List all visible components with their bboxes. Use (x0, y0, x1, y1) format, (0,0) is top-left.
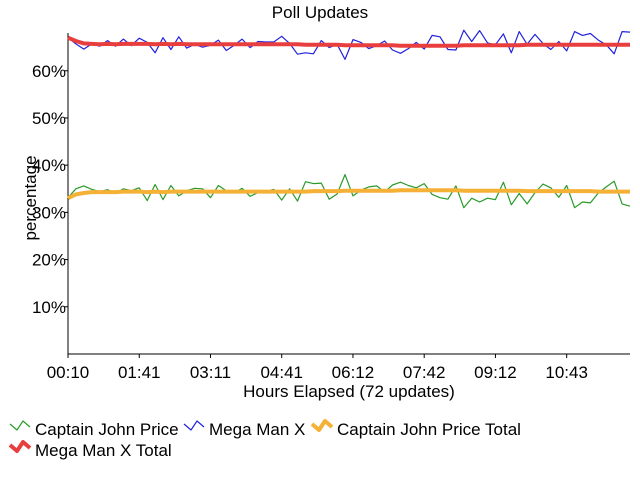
y-tick-label: 20% (32, 251, 66, 270)
y-axis-ticks: 10% 20% 30% 40% 50% 60% (32, 62, 68, 317)
x-tick-label: 04:41 (260, 363, 303, 382)
x-tick-label: 06:12 (332, 363, 375, 382)
series-line-mega-man-x-total (67, 35, 630, 48)
legend-swatch (9, 420, 31, 431)
legend-label: Mega Man X (209, 420, 305, 439)
legend: Captain John Price Mega Man X Captain John… (8, 419, 521, 460)
legend-swatch (183, 420, 205, 431)
x-axis-ticks: 00:10 01:41 03:11 04:41 06:12 07:42 09:12 10:43 (47, 354, 588, 382)
y-axis-label: percentage (21, 155, 40, 240)
series-lines (67, 29, 631, 209)
y-tick-label: 50% (32, 109, 66, 128)
plot-area: 10%20%30%40%50%60% 00:10 01:41 03:11 04:41 0… (32, 29, 631, 382)
legend-label: Mega Man X Total (35, 441, 172, 460)
x-tick-label: 00:10 (47, 363, 90, 382)
legend-swatch (8, 440, 32, 453)
x-tick-label: 03:11 (190, 363, 231, 382)
legend-swatch (310, 419, 334, 432)
legend-label: Captain John Price Total (337, 420, 521, 439)
legend-item-captain-john-price-total: Captain John Price Total (310, 419, 521, 439)
series-line-captain-john-price-total (67, 188, 630, 201)
x-tick-label: 10:43 (545, 363, 588, 382)
legend-item-mega-man-x-total: Mega Man X Total (8, 440, 172, 460)
legend-label: Captain John Price (35, 420, 179, 439)
y-tick-label: 40% (32, 156, 66, 175)
x-tick-label: 01:41 (118, 363, 161, 382)
y-tick-label: 30% (32, 203, 66, 222)
x-axis-label: Hours Elapsed (72 updates) (243, 382, 455, 401)
legend-item-mega-man-x: Mega Man X (183, 420, 305, 439)
x-tick-label: 09:12 (474, 363, 517, 382)
y-tick-label: 60% (32, 62, 66, 81)
series-line-mega-man-x (67, 29, 631, 61)
legend-item-captain-john-price: Captain John Price (9, 420, 179, 439)
chart-title: Poll Updates (272, 3, 368, 22)
x-tick-label: 07:42 (403, 363, 446, 382)
y-tick-label: 10% (32, 298, 66, 317)
